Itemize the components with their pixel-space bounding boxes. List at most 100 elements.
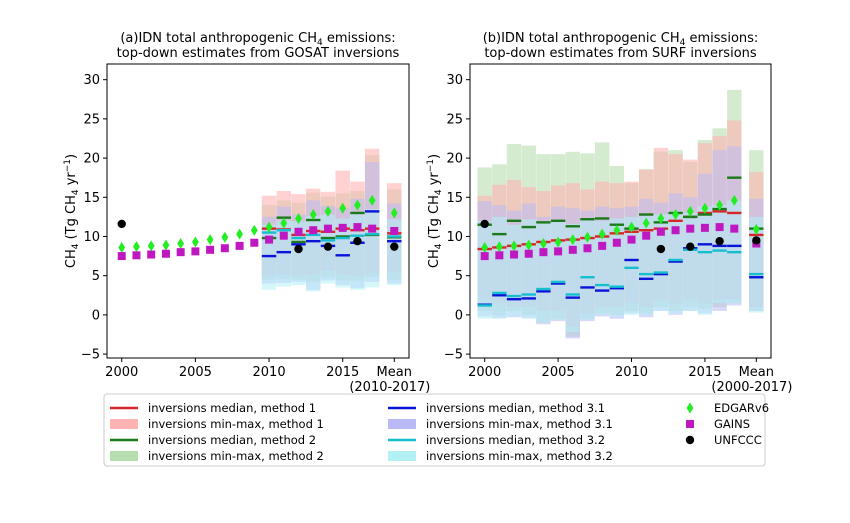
range-bar-m32 bbox=[364, 209, 380, 288]
gains-point bbox=[524, 249, 533, 258]
range-bar-m32 bbox=[506, 224, 522, 317]
edgar-point bbox=[265, 221, 273, 233]
gains-point bbox=[235, 241, 244, 250]
legend-frame bbox=[103, 393, 766, 467]
gains-point bbox=[294, 227, 303, 236]
y-tick-label: 30 bbox=[83, 73, 100, 88]
edgar-point bbox=[569, 234, 577, 246]
range-bar-m32 bbox=[477, 220, 492, 319]
unfccc-point bbox=[686, 242, 695, 251]
legend-label: EDGARv6 bbox=[714, 401, 769, 415]
gains-point bbox=[686, 224, 695, 233]
gains-point bbox=[390, 226, 399, 235]
median-group bbox=[521, 225, 536, 300]
legend-item: inversions min-max, method 3.1 bbox=[388, 417, 613, 431]
x-tick-label: 2000 bbox=[468, 365, 501, 380]
legend-item: inversions median, method 2 bbox=[110, 433, 316, 447]
legend-item: inversions median, method 3.2 bbox=[388, 433, 605, 447]
y-tick-label: 25 bbox=[83, 112, 100, 127]
gains-point bbox=[206, 245, 215, 254]
chart-subtitle: top-down estimates from GOSAT inversions bbox=[117, 46, 400, 61]
edgar-point bbox=[510, 240, 518, 252]
edgar-point bbox=[147, 240, 155, 252]
legend-label: inversions median, method 3.1 bbox=[426, 401, 605, 415]
gains-point bbox=[495, 251, 504, 260]
legend-label: inversions median, method 2 bbox=[148, 433, 316, 447]
gains-point bbox=[161, 249, 170, 258]
gains-point bbox=[642, 231, 651, 240]
median-group bbox=[727, 176, 742, 254]
edgar-point bbox=[730, 194, 738, 206]
gains-point bbox=[700, 223, 709, 232]
unfccc-point bbox=[294, 244, 303, 254]
edgar-point bbox=[162, 239, 170, 251]
legend-label: GAINS bbox=[714, 417, 750, 431]
range-group bbox=[639, 169, 654, 318]
plot-area bbox=[117, 148, 402, 292]
range-bar-m32 bbox=[492, 216, 507, 319]
edgar-point bbox=[354, 199, 361, 211]
unfccc-point bbox=[117, 219, 126, 229]
axes-frame bbox=[469, 63, 772, 359]
range-group bbox=[536, 154, 551, 325]
range-bar-m32 bbox=[697, 206, 713, 315]
range-bar-m32 bbox=[639, 216, 654, 315]
range-group bbox=[683, 159, 698, 311]
range-group bbox=[364, 148, 380, 288]
edgar-point bbox=[309, 209, 317, 221]
x-tick-label-extra: (2000-2017) bbox=[711, 380, 792, 395]
edgar-point bbox=[554, 236, 562, 248]
y-tick-label: 15 bbox=[83, 191, 100, 206]
chart-title: (b)IDN total anthropogenic CH4 emissions… bbox=[483, 31, 759, 48]
edgar-point bbox=[339, 202, 347, 214]
edgar-point bbox=[495, 241, 503, 253]
gains-point bbox=[583, 244, 592, 253]
gains-point bbox=[132, 251, 141, 260]
legend-item: EDGARv6 bbox=[686, 401, 769, 415]
chart-title: (a)IDN total anthropogenic CH4 emissions… bbox=[120, 31, 395, 48]
legend-label: inversions min-max, method 2 bbox=[148, 449, 324, 463]
y-tick-label: −5 bbox=[81, 348, 100, 363]
unfccc-point bbox=[353, 236, 362, 246]
legend-label: inversions median, method 3.2 bbox=[426, 433, 605, 447]
gains-point bbox=[147, 250, 156, 259]
y-tick-label: 10 bbox=[446, 230, 463, 245]
edgar-point bbox=[540, 238, 547, 250]
edgar-point bbox=[628, 221, 635, 233]
panel-a: −5 0 5 10 15 20 25 30 2000 2005 2010 2015 Mean(2010-… bbox=[63, 31, 430, 395]
range-bar-m32 bbox=[683, 212, 698, 311]
panel-b: −5 0 5 10 15 20 25 30 2000 2005 2010 2015 Mean(2000-… bbox=[426, 31, 792, 395]
edgar-point bbox=[672, 209, 679, 221]
range-bar-m32 bbox=[550, 220, 566, 320]
y-tick-label: 15 bbox=[446, 191, 463, 206]
legend-item: inversions min-max, method 1 bbox=[110, 417, 324, 431]
plot-area bbox=[477, 89, 764, 339]
range-group bbox=[624, 181, 639, 315]
gains-point bbox=[568, 245, 577, 254]
edgar-point bbox=[686, 205, 694, 217]
x-tick-label: 2010 bbox=[615, 365, 648, 380]
y-tick-label: 25 bbox=[446, 112, 463, 127]
legend-swatch-square bbox=[686, 420, 694, 428]
median-group bbox=[506, 219, 522, 301]
range-group bbox=[506, 143, 522, 318]
legend-swatch-patch bbox=[110, 419, 138, 429]
gains-point bbox=[598, 241, 607, 250]
edgar-point bbox=[598, 228, 606, 240]
legend-swatch-patch bbox=[110, 451, 138, 461]
gains-point bbox=[220, 244, 229, 253]
edgar-point bbox=[752, 223, 760, 235]
edgar-point bbox=[657, 212, 665, 224]
y-tick-label: 0 bbox=[455, 308, 463, 323]
edgar-point bbox=[642, 217, 650, 229]
edgar-point bbox=[250, 224, 258, 236]
legend: inversions median, method 1 inversions mi… bbox=[103, 393, 769, 467]
gains-point bbox=[191, 247, 200, 256]
gains-point bbox=[539, 248, 548, 257]
gains-point bbox=[627, 235, 636, 244]
y-tick-label: 20 bbox=[83, 152, 100, 167]
unfccc-point bbox=[480, 219, 489, 229]
edgar-point bbox=[324, 205, 332, 217]
gains-point bbox=[265, 235, 274, 244]
